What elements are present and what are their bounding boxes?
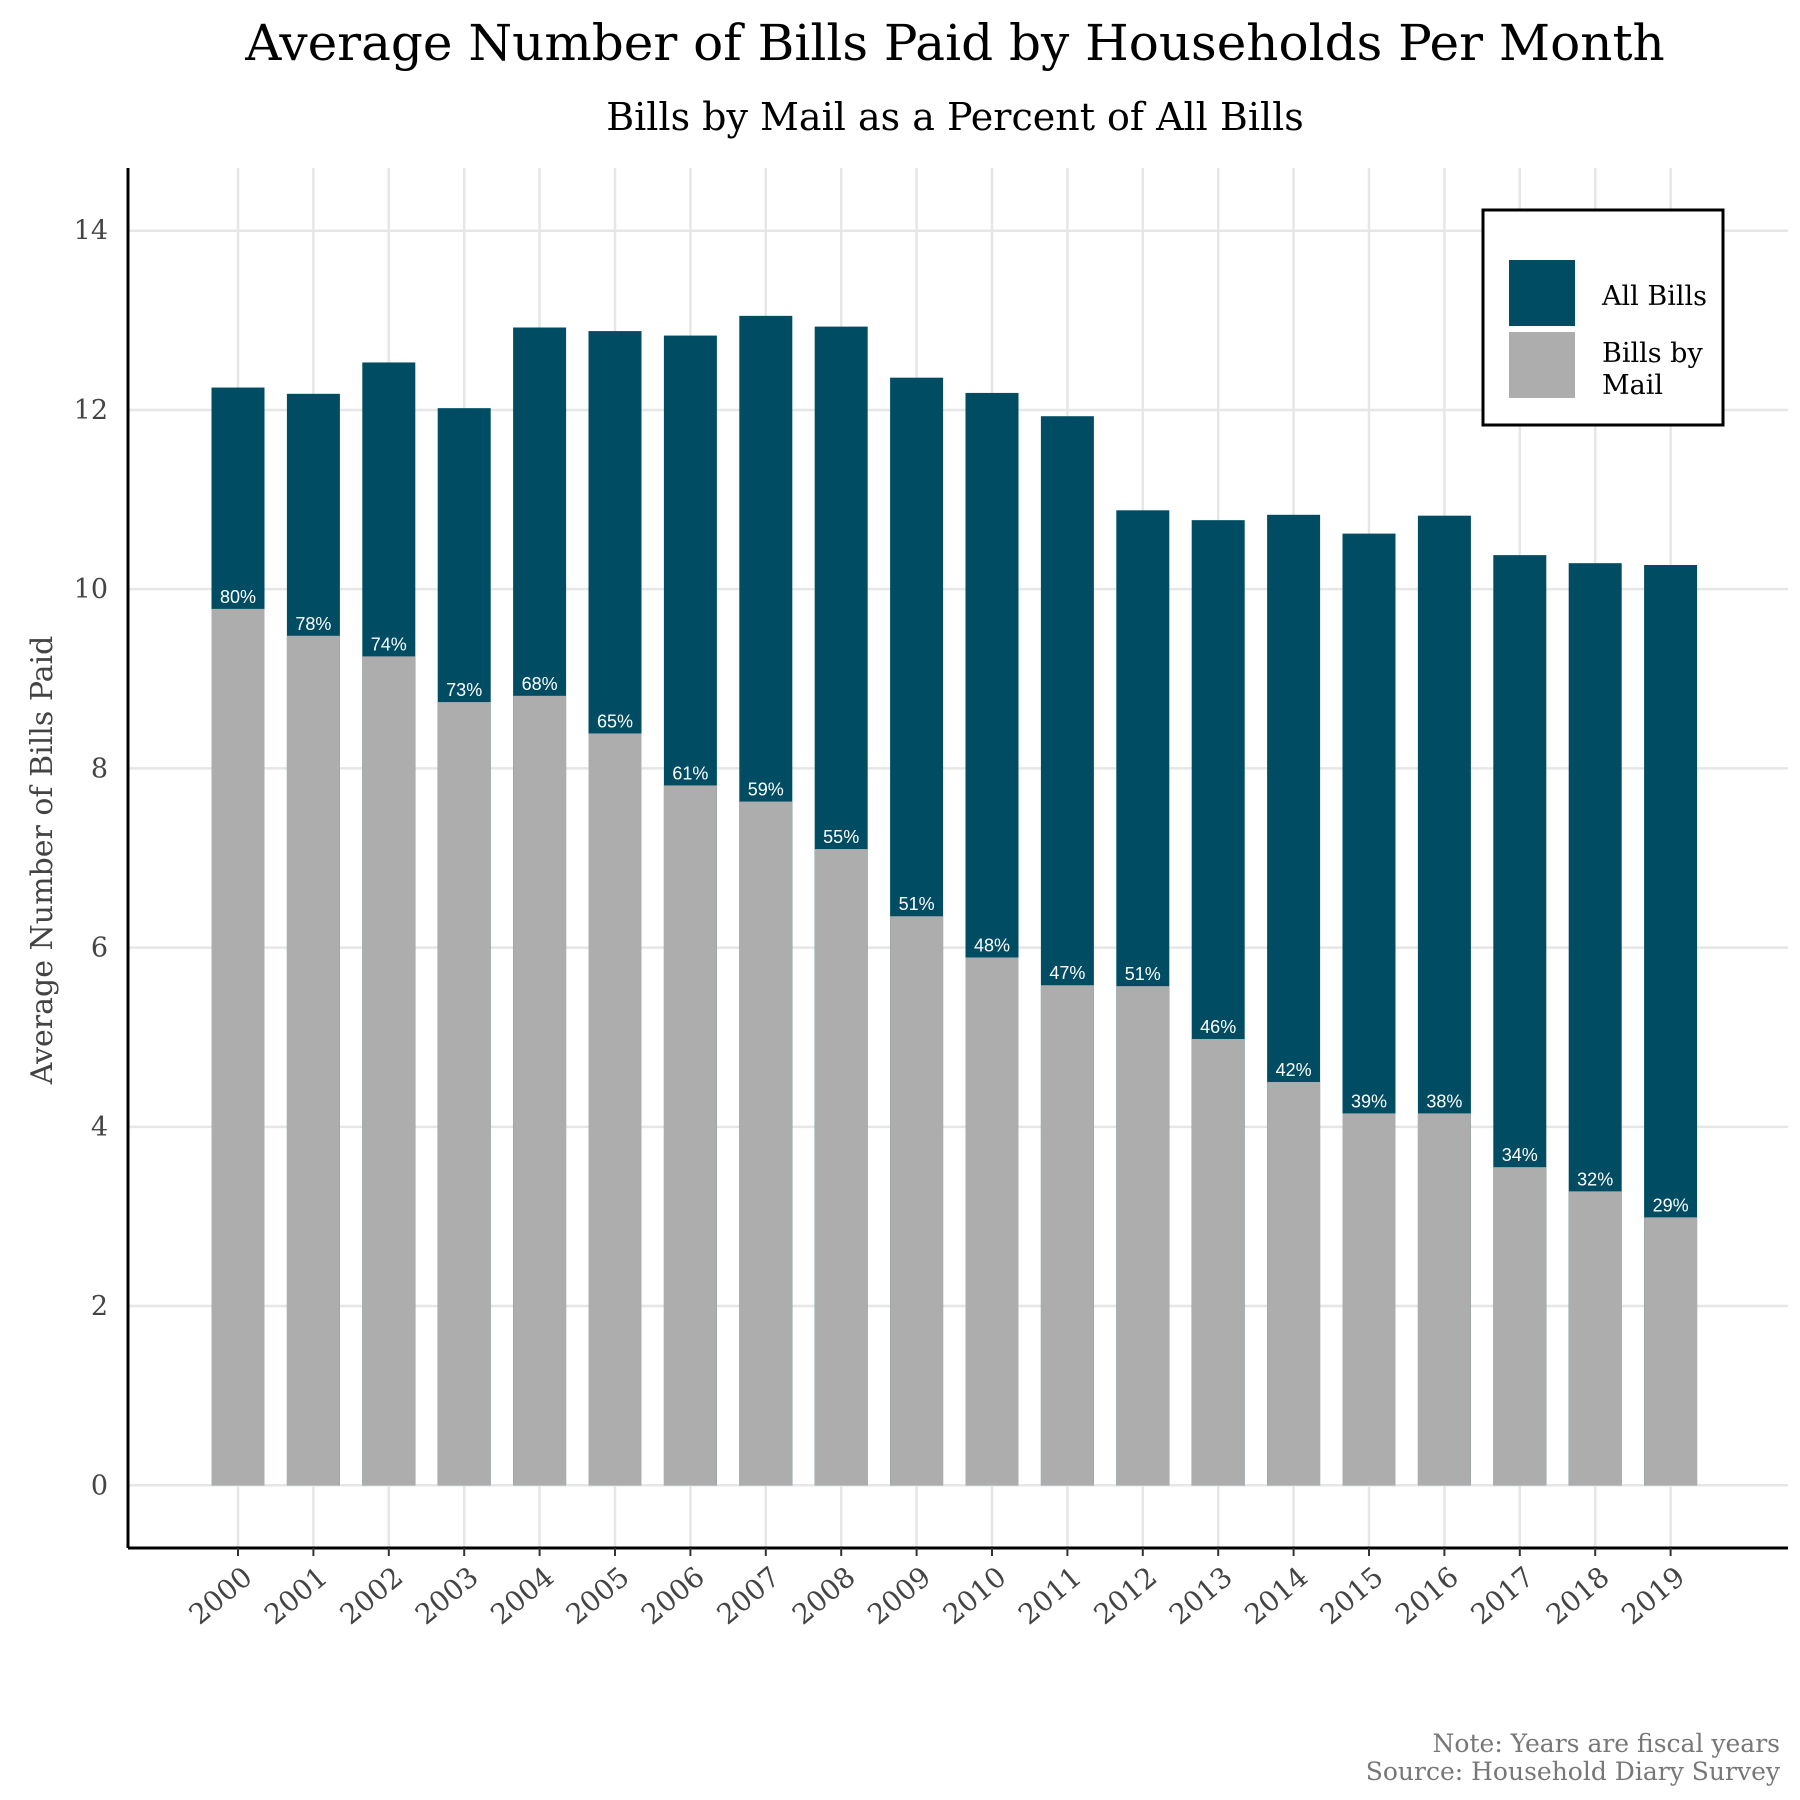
y-tick-label-0: 0 [91, 1470, 108, 1501]
bar-bills-by-mail-2005 [588, 733, 642, 1486]
bar-label-2004: 68% [522, 674, 558, 694]
bar-bills-by-mail-2009 [890, 916, 944, 1486]
x-tick-label-2014: 2014 [1238, 1560, 1314, 1631]
bar-bills-by-mail-2011 [1040, 985, 1094, 1486]
x-tick-label-2018: 2018 [1540, 1560, 1616, 1631]
bar-label-2011: 47% [1049, 963, 1085, 983]
bar-label-2003: 73% [446, 680, 482, 700]
legend-label-all-bills: All Bills [1601, 281, 1707, 312]
bar-bills-by-mail-2000 [211, 608, 265, 1486]
bar-label-2017: 34% [1502, 1145, 1538, 1165]
bar-label-2015: 39% [1351, 1091, 1387, 1111]
bar-bills-by-mail-2013 [1191, 1039, 1245, 1486]
bar-label-2019: 29% [1653, 1195, 1689, 1215]
legend-label-bills-by-mail-line2: Mail [1602, 370, 1663, 401]
chart-title: Average Number of Bills Paid by Househol… [244, 14, 1664, 72]
bar-bills-by-mail-2008 [814, 849, 868, 1486]
x-tick-label-2003: 2003 [409, 1560, 485, 1631]
bar-bills-by-mail-2010 [965, 957, 1019, 1486]
x-tick-label-2005: 2005 [560, 1560, 636, 1631]
bar-bills-by-mail-2004 [513, 695, 567, 1486]
y-tick-label-8: 8 [91, 753, 108, 784]
bar-bills-by-mail-2002 [362, 656, 416, 1486]
bar-label-2008: 55% [823, 827, 859, 847]
y-tick-label-10: 10 [74, 574, 108, 605]
x-tick-label-2009: 2009 [861, 1560, 937, 1631]
y-tick-label-14: 14 [74, 216, 108, 247]
x-tick-label-2001: 2001 [258, 1560, 334, 1631]
bar-label-2007: 59% [748, 780, 784, 800]
bar-label-2001: 78% [295, 614, 331, 634]
bar-bills-by-mail-2018 [1568, 1191, 1622, 1486]
y-tick-label-4: 4 [91, 1112, 108, 1143]
y-tick-label-6: 6 [91, 933, 108, 964]
x-tick-label-2008: 2008 [786, 1560, 862, 1631]
y-tick-label-12: 12 [74, 395, 108, 426]
y-tick-labels: 0 2 4 6 8 10 12 14 [74, 216, 108, 1502]
bar-label-2002: 74% [371, 634, 407, 654]
x-tick-label-2013: 2013 [1163, 1560, 1239, 1631]
bar-label-2013: 46% [1200, 1017, 1236, 1037]
legend-swatch-all-bills [1509, 260, 1575, 326]
bar-label-2014: 42% [1276, 1060, 1312, 1080]
bar-label-2010: 48% [974, 935, 1010, 955]
x-tick-label-2010: 2010 [937, 1560, 1013, 1631]
x-tick-label-2011: 2011 [1012, 1560, 1088, 1631]
bar-label-2006: 61% [672, 763, 708, 783]
bar-bills-by-mail-2007 [739, 801, 793, 1486]
bars [211, 315, 1698, 1486]
y-axis-label: Average Number of Bills Paid [25, 636, 60, 1086]
bar-bills-by-mail-2017 [1493, 1167, 1547, 1486]
note-text: Note: Years are fiscal years [1433, 1729, 1780, 1758]
x-tick-labels: 2000 2001 2002 2003 2004 2005 2006 2007 2008 2009… [183, 1560, 1691, 1631]
y-tick-label-2: 2 [91, 1291, 108, 1322]
bar-label-2005: 65% [597, 711, 633, 731]
bar-bills-by-mail-2006 [663, 785, 717, 1486]
bar-label-2009: 51% [899, 894, 935, 914]
bar-bills-by-mail-2015 [1342, 1113, 1396, 1486]
bar-bills-by-mail-2016 [1417, 1113, 1471, 1486]
bar-label-2000: 80% [220, 587, 256, 607]
source-text: Source: Household Diary Survey [1366, 1757, 1781, 1786]
legend-swatch-bills-by-mail [1509, 332, 1575, 398]
x-tick-label-2012: 2012 [1087, 1560, 1163, 1631]
bar-label-2018: 32% [1577, 1169, 1613, 1189]
bar-labels: 80% 78% 74% 73% 68% 65% 61% 59% 55% 51% 48% 47% 51% 4… [220, 587, 1689, 1215]
bar-label-2016: 38% [1426, 1091, 1462, 1111]
x-tick-label-2016: 2016 [1389, 1560, 1465, 1631]
x-tick-label-2015: 2015 [1314, 1560, 1390, 1631]
chart-subtitle: Bills by Mail as a Percent of All Bills [606, 95, 1304, 139]
bar-bills-by-mail-2003 [437, 702, 491, 1486]
axes [126, 168, 1788, 1556]
x-tick-label-2017: 2017 [1464, 1560, 1540, 1631]
legend-label-bills-by-mail-line1: Bills by [1602, 338, 1703, 369]
x-tick-label-2019: 2019 [1615, 1560, 1691, 1631]
x-tick-label-2002: 2002 [333, 1560, 409, 1631]
bar-bills-by-mail-2019 [1644, 1217, 1698, 1486]
x-tick-label-2000: 2000 [183, 1560, 259, 1631]
bar-bills-by-mail-2014 [1267, 1082, 1321, 1486]
x-tick-label-2006: 2006 [635, 1560, 711, 1631]
x-tick-label-2007: 2007 [710, 1560, 786, 1631]
bar-bills-by-mail-2001 [286, 635, 340, 1486]
x-tick-label-2004: 2004 [484, 1560, 560, 1631]
bar-bills-by-mail-2012 [1116, 986, 1170, 1486]
bar-label-2012: 51% [1125, 964, 1161, 984]
